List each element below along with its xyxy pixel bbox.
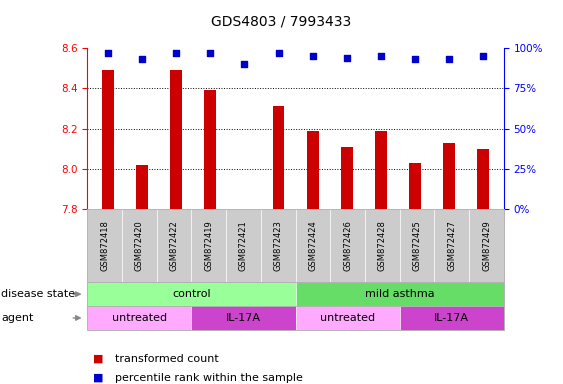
Point bbox=[137, 56, 146, 62]
Text: transformed count: transformed count bbox=[115, 354, 219, 364]
Point bbox=[205, 50, 215, 56]
Point bbox=[479, 53, 488, 59]
Bar bbox=[341, 147, 353, 209]
Text: GSM872427: GSM872427 bbox=[448, 220, 456, 271]
Bar bbox=[477, 149, 489, 209]
Text: GSM872425: GSM872425 bbox=[413, 220, 422, 271]
Text: untreated: untreated bbox=[320, 313, 375, 323]
Point bbox=[308, 53, 317, 59]
Text: GSM872428: GSM872428 bbox=[378, 220, 387, 271]
Point bbox=[240, 61, 249, 67]
Bar bbox=[272, 106, 284, 209]
Bar bbox=[170, 70, 182, 209]
Text: GSM872421: GSM872421 bbox=[239, 220, 248, 271]
Text: percentile rank within the sample: percentile rank within the sample bbox=[115, 373, 303, 383]
Bar bbox=[443, 143, 455, 209]
Point bbox=[103, 50, 112, 56]
Text: GSM872419: GSM872419 bbox=[204, 220, 213, 271]
Bar bbox=[409, 163, 421, 209]
Text: GSM872424: GSM872424 bbox=[309, 220, 318, 271]
Text: GSM872418: GSM872418 bbox=[100, 220, 109, 271]
Point bbox=[377, 53, 386, 59]
Text: ■: ■ bbox=[93, 354, 104, 364]
Text: untreated: untreated bbox=[112, 313, 167, 323]
Bar bbox=[307, 131, 319, 209]
Text: GSM872429: GSM872429 bbox=[482, 220, 491, 271]
Text: IL-17A: IL-17A bbox=[226, 313, 261, 323]
Text: disease state: disease state bbox=[1, 289, 75, 299]
Text: ■: ■ bbox=[93, 373, 104, 383]
Text: mild asthma: mild asthma bbox=[365, 289, 435, 299]
Point bbox=[410, 56, 419, 62]
Bar bbox=[375, 131, 387, 209]
Text: control: control bbox=[172, 289, 211, 299]
Text: agent: agent bbox=[1, 313, 34, 323]
Bar bbox=[136, 165, 148, 209]
Point bbox=[342, 55, 351, 61]
Bar bbox=[204, 90, 216, 209]
Text: IL-17A: IL-17A bbox=[434, 313, 470, 323]
Text: GSM872426: GSM872426 bbox=[343, 220, 352, 271]
Bar bbox=[102, 70, 114, 209]
Text: GDS4803 / 7993433: GDS4803 / 7993433 bbox=[211, 14, 352, 28]
Text: GSM872423: GSM872423 bbox=[274, 220, 283, 271]
Point bbox=[445, 56, 454, 62]
Point bbox=[172, 50, 181, 56]
Point bbox=[274, 50, 283, 56]
Text: GSM872420: GSM872420 bbox=[135, 220, 144, 271]
Text: GSM872422: GSM872422 bbox=[169, 220, 178, 271]
